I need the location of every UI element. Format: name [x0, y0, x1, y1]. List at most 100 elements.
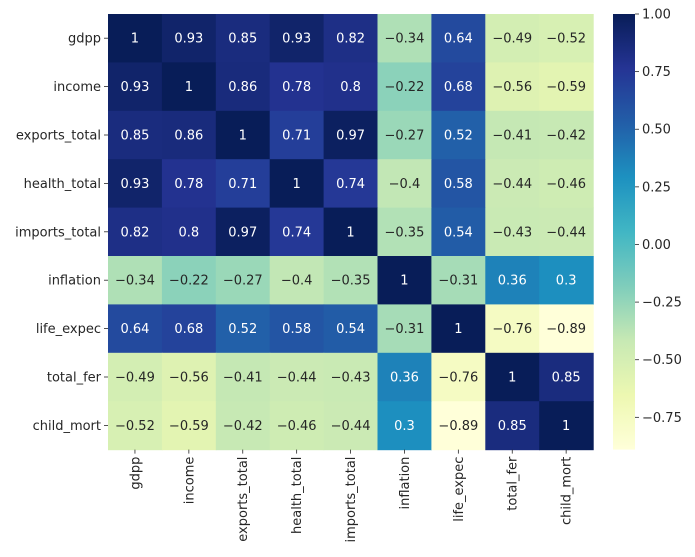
cell-value-label: −0.59: [169, 419, 209, 434]
y-tick-label: inflation: [48, 274, 101, 289]
cell-value-label: 0.93: [174, 32, 203, 47]
heatmap-cell: [323, 159, 379, 209]
heatmap-cell: [161, 62, 217, 112]
colorbar-tick-label: 0.00: [642, 238, 671, 253]
cell-value-label: 0.64: [444, 32, 473, 47]
heatmap-cell: [323, 256, 379, 305]
heatmap-cell: [108, 110, 163, 160]
heatmap-cell: [215, 14, 271, 63]
x-tick-label: health_total: [290, 457, 305, 534]
cell-value-label: −0.31: [385, 322, 425, 337]
heatmap-cell: [215, 401, 271, 451]
colorbar-tick-label: 1.00: [642, 8, 671, 23]
colorbar-tick-label: 0.25: [642, 180, 671, 195]
cell-value-label: 0.64: [120, 322, 149, 337]
cell-value-label: 0.52: [228, 322, 257, 337]
cell-value-label: −0.34: [115, 274, 155, 289]
heatmap-cell: [431, 256, 486, 305]
heatmap-cell: [269, 352, 325, 402]
heatmap-cell: [539, 256, 594, 305]
heatmap-cell: [377, 62, 432, 112]
colorbar-tick-label: 0.50: [642, 123, 671, 138]
heatmap-cell: [323, 14, 379, 63]
cell-value-label: −0.35: [331, 274, 371, 289]
heatmap-cell: [215, 256, 271, 305]
cell-value-label: 0.74: [336, 177, 365, 192]
y-tick-label: total_fer: [47, 371, 102, 386]
heatmap-cell: [377, 352, 432, 402]
heatmap-cell: [269, 62, 325, 112]
heatmap-cell: [539, 62, 594, 112]
cell-value-label: −0.89: [438, 419, 478, 434]
heatmap-cell: [431, 14, 486, 63]
heatmap-cell: [323, 304, 379, 354]
cell-value-label: 1: [131, 32, 139, 47]
cell-value-label: 0.68: [174, 322, 203, 337]
heatmap-cell: [108, 14, 163, 63]
cell-value-label: 0.82: [120, 225, 149, 240]
colorbar-tick-label: −0.75: [642, 411, 682, 426]
heatmap-cell: [485, 159, 540, 209]
heatmap-cell: [215, 207, 271, 257]
cell-value-label: 0.3: [394, 419, 415, 434]
colorbar-tick-label: −0.25: [642, 296, 682, 311]
heatmap-cell: [269, 110, 325, 160]
cell-value-label: −0.31: [438, 274, 478, 289]
cell-value-label: 0.85: [228, 32, 257, 47]
heatmap-cell: [269, 256, 325, 305]
cell-value-label: −0.46: [546, 177, 586, 192]
heatmap-cell: [108, 401, 163, 451]
cell-annotations: 1 0.93 0.85 0.93 0.82 −0.34 0.64 −0.49 −0.52 0.93…: [115, 32, 586, 434]
cell-value-label: 1: [293, 177, 301, 192]
cell-value-label: 0.54: [336, 322, 365, 337]
heatmap-cell: [377, 304, 432, 354]
cell-value-label: 0.52: [444, 129, 473, 144]
cell-value-label: 0.36: [390, 371, 419, 386]
cell-value-label: −0.41: [223, 371, 263, 386]
heatmap-cell: [431, 62, 486, 112]
heatmap-cell: [269, 14, 325, 63]
cell-value-label: −0.44: [546, 225, 586, 240]
cell-value-label: 1: [185, 80, 193, 95]
cell-value-label: 0.93: [120, 177, 149, 192]
cell-value-label: −0.56: [492, 80, 532, 95]
cell-value-label: 0.97: [336, 129, 365, 144]
heatmap-cell: [539, 401, 594, 451]
cell-value-label: 1: [400, 274, 408, 289]
heatmap-cell: [161, 159, 217, 209]
heatmap-cell: [377, 14, 432, 63]
heatmap-cell: [108, 256, 163, 305]
cell-value-label: 0.97: [228, 225, 257, 240]
heatmap-cell: [431, 207, 486, 257]
cell-value-label: 0.85: [120, 129, 149, 144]
heatmap-cell: [539, 14, 594, 63]
heatmap-cell: [108, 159, 163, 209]
x-tick-label: gdpp: [128, 457, 143, 490]
heatmap-cell: [108, 304, 163, 354]
cell-value-label: −0.76: [492, 322, 532, 337]
y-tick-label: health_total: [24, 177, 101, 192]
cell-value-label: −0.56: [169, 371, 209, 386]
heatmap-cell: [108, 207, 163, 257]
heatmap-cell: [485, 14, 540, 63]
heatmap-cell: [431, 159, 486, 209]
cell-value-label: 0.8: [340, 80, 361, 95]
heatmap-cell: [161, 304, 217, 354]
colorbar-gradient: [613, 14, 635, 450]
heatmap-cell: [539, 352, 594, 402]
cell-value-label: 0.86: [228, 80, 257, 95]
x-tick-label: income: [182, 457, 197, 505]
cell-value-label: 0.58: [444, 177, 473, 192]
heatmap-cell: [377, 159, 432, 209]
cell-value-label: 0.86: [174, 129, 203, 144]
y-tick-label: income: [53, 80, 101, 95]
heatmap-cells: [108, 14, 594, 451]
heatmap-cell: [323, 401, 379, 451]
cell-value-label: −0.42: [223, 419, 263, 434]
heatmap-cell: [215, 62, 271, 112]
colorbar: 1.00 0.75 0.50 0.25 0.00 −0.25 −0.50 −0.75: [613, 8, 682, 450]
heatmap-cell: [539, 207, 594, 257]
heatmap-cell: [161, 110, 217, 160]
x-tick-label: life_expec: [452, 457, 467, 522]
heatmap-cell: [269, 207, 325, 257]
